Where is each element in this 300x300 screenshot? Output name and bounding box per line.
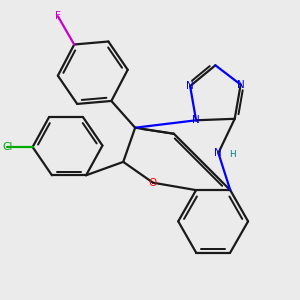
Text: N: N xyxy=(214,148,222,158)
Text: O: O xyxy=(149,178,157,188)
Text: H: H xyxy=(229,150,236,159)
Text: N: N xyxy=(192,115,200,125)
Text: Cl: Cl xyxy=(2,142,13,152)
Text: F: F xyxy=(55,11,61,21)
Text: N: N xyxy=(186,81,194,91)
Text: N: N xyxy=(237,80,244,90)
